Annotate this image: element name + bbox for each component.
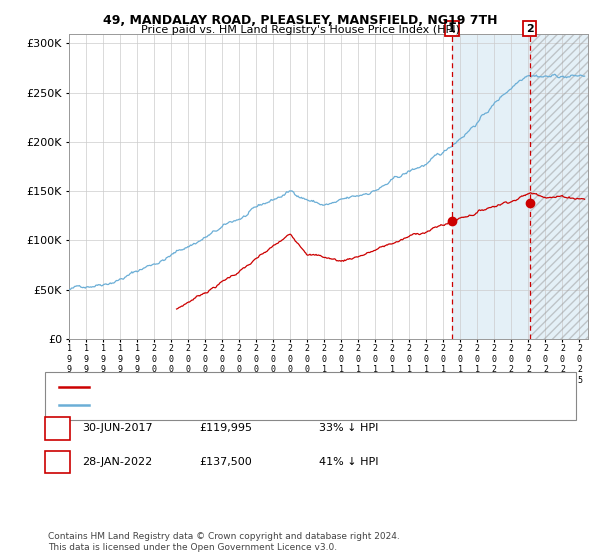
Text: 1: 1 [54, 423, 61, 433]
Text: 28-JAN-2022: 28-JAN-2022 [82, 457, 152, 467]
Text: 2: 2 [54, 457, 61, 467]
Text: £137,500: £137,500 [199, 457, 252, 467]
Text: 30-JUN-2017: 30-JUN-2017 [82, 423, 153, 433]
Bar [530, 34, 588, 339]
Text: 41% ↓ HPI: 41% ↓ HPI [319, 457, 379, 467]
Text: Contains HM Land Registry data © Crown copyright and database right 2024.
This d: Contains HM Land Registry data © Crown c… [48, 532, 400, 552]
Text: 49, MANDALAY ROAD, PLEASLEY, MANSFIELD, NG19 7TH (detached house): 49, MANDALAY ROAD, PLEASLEY, MANSFIELD, … [96, 382, 462, 392]
Text: 1: 1 [448, 24, 456, 34]
Text: 49, MANDALAY ROAD, PLEASLEY, MANSFIELD, NG19 7TH: 49, MANDALAY ROAD, PLEASLEY, MANSFIELD, … [103, 14, 497, 27]
Bar [452, 34, 588, 339]
Text: 33% ↓ HPI: 33% ↓ HPI [319, 423, 379, 433]
Text: 2: 2 [526, 24, 533, 34]
Text: Price paid vs. HM Land Registry's House Price Index (HPI): Price paid vs. HM Land Registry's House … [140, 25, 460, 35]
Text: HPI: Average price, detached house, Mansfield: HPI: Average price, detached house, Mans… [96, 400, 324, 410]
Text: £119,995: £119,995 [199, 423, 252, 433]
